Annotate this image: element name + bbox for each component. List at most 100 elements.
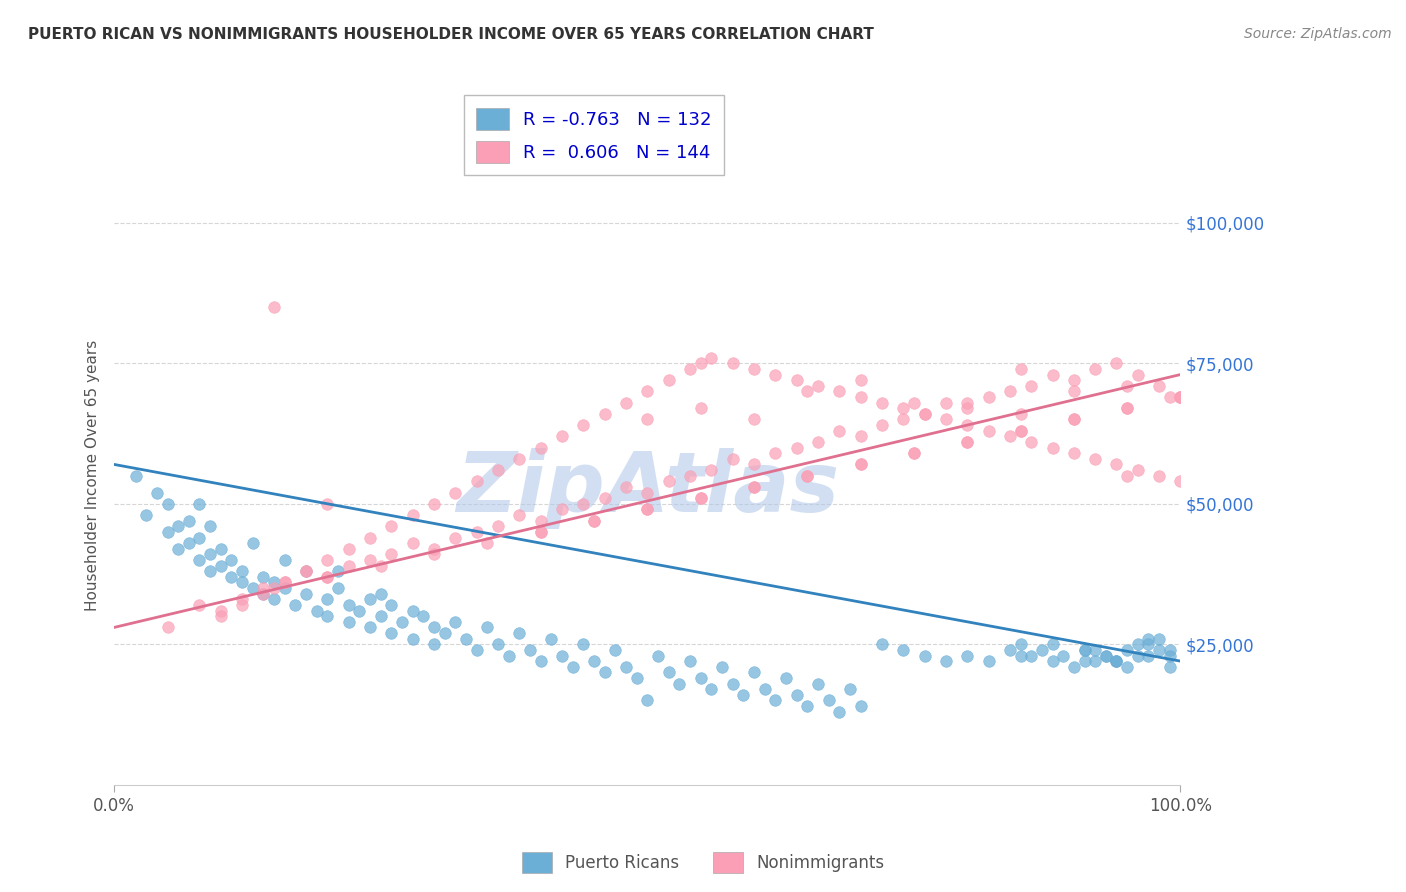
Point <box>263 592 285 607</box>
Point <box>1095 648 1118 663</box>
Point <box>530 524 553 539</box>
Point <box>380 547 402 561</box>
Point <box>689 671 711 685</box>
Point <box>700 463 723 477</box>
Point <box>891 643 914 657</box>
Point <box>1084 362 1107 376</box>
Point <box>605 643 627 657</box>
Point <box>1116 378 1139 392</box>
Point <box>849 458 872 472</box>
Point <box>1137 648 1160 663</box>
Point <box>1010 424 1032 438</box>
Point <box>370 609 392 624</box>
Point <box>849 458 872 472</box>
Point <box>1019 434 1042 449</box>
Point <box>530 524 553 539</box>
Point <box>796 384 818 399</box>
Point <box>433 626 456 640</box>
Point <box>1084 451 1107 466</box>
Point <box>540 632 562 646</box>
Point <box>209 609 232 624</box>
Point <box>444 531 467 545</box>
Point <box>316 497 339 511</box>
Point <box>252 587 274 601</box>
Point <box>721 676 744 690</box>
Point <box>786 441 808 455</box>
Point <box>721 356 744 370</box>
Point <box>870 418 893 433</box>
Point <box>156 497 179 511</box>
Point <box>1170 390 1192 404</box>
Point <box>252 570 274 584</box>
Point <box>1126 368 1149 382</box>
Point <box>156 524 179 539</box>
Point <box>402 603 425 617</box>
Point <box>167 519 190 533</box>
Point <box>1116 401 1139 416</box>
Point <box>582 514 605 528</box>
Point <box>956 401 979 416</box>
Point <box>1031 643 1053 657</box>
Point <box>614 659 637 673</box>
Point <box>242 581 264 595</box>
Point <box>337 615 360 629</box>
Point <box>486 519 509 533</box>
Point <box>444 615 467 629</box>
Point <box>870 637 893 651</box>
Point <box>817 693 839 707</box>
Point <box>1042 637 1064 651</box>
Point <box>380 519 402 533</box>
Point <box>316 570 339 584</box>
Point <box>891 401 914 416</box>
Point <box>1010 424 1032 438</box>
Point <box>146 485 169 500</box>
Point <box>1105 458 1128 472</box>
Point <box>284 598 307 612</box>
Point <box>1084 654 1107 668</box>
Point <box>1042 368 1064 382</box>
Point <box>423 547 446 561</box>
Point <box>530 441 553 455</box>
Point <box>177 514 200 528</box>
Point <box>956 395 979 409</box>
Point <box>370 558 392 573</box>
Point <box>519 643 541 657</box>
Point <box>274 575 297 590</box>
Point <box>572 418 595 433</box>
Point <box>935 412 957 426</box>
Point <box>903 446 925 460</box>
Point <box>626 671 648 685</box>
Point <box>530 654 553 668</box>
Point <box>796 468 818 483</box>
Y-axis label: Householder Income Over 65 years: Householder Income Over 65 years <box>86 340 100 611</box>
Point <box>295 564 318 578</box>
Point <box>295 587 318 601</box>
Point <box>188 497 211 511</box>
Point <box>689 491 711 505</box>
Point <box>742 480 765 494</box>
Point <box>1063 446 1085 460</box>
Point <box>1126 648 1149 663</box>
Point <box>1170 390 1192 404</box>
Point <box>807 378 830 392</box>
Point <box>1147 632 1170 646</box>
Point <box>188 553 211 567</box>
Point <box>231 575 253 590</box>
Point <box>903 446 925 460</box>
Point <box>209 541 232 556</box>
Point <box>786 373 808 387</box>
Point <box>849 699 872 714</box>
Point <box>658 475 681 489</box>
Point <box>1095 648 1118 663</box>
Point <box>1170 390 1192 404</box>
Point <box>402 508 425 522</box>
Point <box>198 519 221 533</box>
Point <box>177 536 200 550</box>
Point <box>1073 643 1095 657</box>
Point <box>956 648 979 663</box>
Point <box>530 514 553 528</box>
Point <box>763 446 786 460</box>
Point <box>679 468 702 483</box>
Point <box>551 502 574 516</box>
Point <box>636 412 658 426</box>
